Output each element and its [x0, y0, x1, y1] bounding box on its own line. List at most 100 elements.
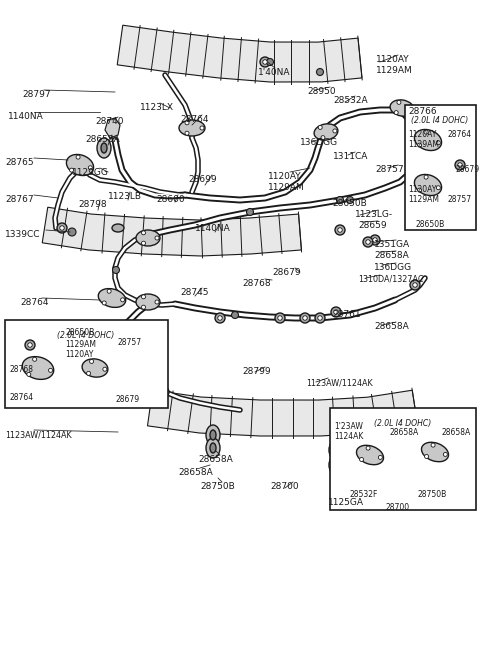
Text: 1129AM: 1129AM — [408, 140, 439, 149]
Text: 1123AW/1124AK: 1123AW/1124AK — [306, 378, 372, 387]
Circle shape — [300, 313, 310, 323]
Circle shape — [275, 313, 285, 323]
Circle shape — [159, 387, 169, 397]
Ellipse shape — [142, 295, 145, 299]
Ellipse shape — [366, 446, 370, 450]
Ellipse shape — [418, 143, 421, 147]
Ellipse shape — [409, 107, 413, 111]
Ellipse shape — [200, 126, 204, 130]
Text: 1120AY: 1120AY — [268, 172, 301, 181]
Circle shape — [315, 313, 325, 323]
Circle shape — [331, 307, 341, 317]
Circle shape — [336, 196, 344, 204]
Text: 1129AM: 1129AM — [268, 183, 305, 192]
Ellipse shape — [107, 289, 111, 293]
Ellipse shape — [329, 440, 343, 460]
Text: 28765: 28765 — [5, 158, 34, 167]
Text: 1129AM: 1129AM — [408, 195, 439, 204]
Ellipse shape — [414, 175, 442, 196]
Ellipse shape — [210, 430, 216, 440]
Ellipse shape — [318, 125, 322, 129]
Ellipse shape — [185, 131, 189, 135]
Ellipse shape — [112, 224, 124, 232]
Circle shape — [413, 283, 417, 287]
Text: 28699: 28699 — [188, 175, 216, 184]
Text: 28750B: 28750B — [418, 490, 447, 499]
Text: 28798: 28798 — [78, 200, 107, 209]
Text: 28764: 28764 — [180, 115, 208, 124]
Text: 1123LX: 1123LX — [140, 103, 174, 112]
Circle shape — [318, 316, 322, 320]
Ellipse shape — [333, 445, 339, 455]
Circle shape — [247, 208, 253, 215]
Text: 136DGG: 136DGG — [300, 138, 338, 147]
Circle shape — [415, 147, 421, 154]
Ellipse shape — [86, 371, 91, 375]
Text: 1129AM: 1129AM — [65, 340, 96, 349]
Text: 28768: 28768 — [242, 279, 271, 288]
Circle shape — [112, 267, 120, 273]
Ellipse shape — [210, 443, 216, 453]
Text: 28658A: 28658A — [374, 251, 409, 260]
Text: 1120AY: 1120AY — [376, 55, 409, 64]
Polygon shape — [42, 207, 301, 256]
Ellipse shape — [360, 457, 363, 461]
Text: 1123LB: 1123LB — [108, 192, 142, 201]
Polygon shape — [147, 390, 418, 436]
Ellipse shape — [27, 373, 31, 376]
Ellipse shape — [66, 154, 94, 175]
Text: 28768: 28768 — [10, 365, 34, 374]
Text: 28764: 28764 — [20, 298, 48, 307]
Circle shape — [363, 237, 373, 247]
Text: 28679: 28679 — [115, 395, 139, 404]
Text: 28600: 28600 — [156, 195, 185, 204]
Ellipse shape — [88, 166, 92, 170]
Text: 28658A: 28658A — [178, 468, 213, 477]
Text: 28532F: 28532F — [350, 490, 378, 499]
Circle shape — [347, 196, 353, 204]
Ellipse shape — [142, 306, 145, 309]
Circle shape — [303, 316, 307, 320]
Text: 28797: 28797 — [22, 90, 50, 99]
Text: 28700: 28700 — [270, 482, 299, 491]
Text: 28650B: 28650B — [332, 199, 367, 208]
Circle shape — [370, 235, 380, 245]
Ellipse shape — [414, 129, 442, 150]
Circle shape — [162, 390, 166, 394]
Text: 28757: 28757 — [375, 165, 404, 174]
Ellipse shape — [136, 294, 160, 310]
Ellipse shape — [142, 241, 145, 245]
Ellipse shape — [185, 121, 189, 125]
Circle shape — [373, 238, 377, 242]
Text: 1140NA: 1140NA — [8, 112, 44, 121]
Ellipse shape — [22, 357, 54, 379]
Ellipse shape — [333, 460, 339, 470]
Text: 28650B: 28650B — [415, 220, 444, 229]
Text: 136DGG: 136DGG — [374, 263, 412, 272]
Polygon shape — [105, 118, 120, 138]
Ellipse shape — [33, 357, 36, 361]
Text: 28658A: 28658A — [198, 455, 233, 464]
Text: 28658A: 28658A — [374, 322, 409, 331]
Circle shape — [316, 68, 324, 76]
Circle shape — [263, 60, 267, 64]
Ellipse shape — [418, 188, 421, 192]
Text: 28766: 28766 — [408, 107, 437, 116]
Text: 1'23AW: 1'23AW — [334, 422, 363, 431]
Circle shape — [335, 225, 345, 235]
Ellipse shape — [444, 453, 447, 457]
Ellipse shape — [155, 236, 159, 240]
Text: 1311CA: 1311CA — [333, 152, 368, 161]
Circle shape — [278, 316, 282, 320]
Text: (2.0L I4 DOHC): (2.0L I4 DOHC) — [411, 116, 468, 125]
Circle shape — [410, 280, 420, 290]
Ellipse shape — [436, 141, 440, 145]
Ellipse shape — [90, 359, 94, 363]
Ellipse shape — [98, 288, 126, 307]
Ellipse shape — [357, 445, 384, 464]
Ellipse shape — [425, 455, 429, 459]
Circle shape — [25, 340, 35, 350]
Ellipse shape — [206, 425, 220, 445]
Ellipse shape — [103, 367, 107, 371]
Circle shape — [338, 228, 342, 233]
